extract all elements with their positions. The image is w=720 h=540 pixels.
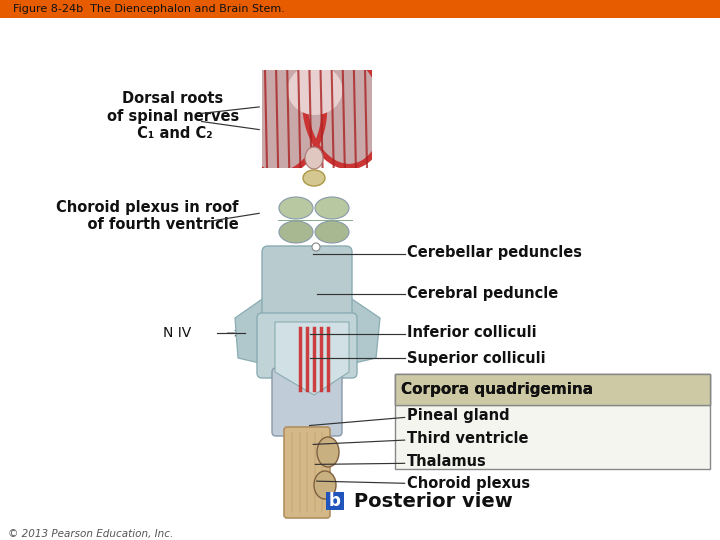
FancyBboxPatch shape bbox=[284, 427, 330, 518]
Text: Pineal gland: Pineal gland bbox=[407, 408, 510, 423]
FancyBboxPatch shape bbox=[262, 246, 352, 326]
Text: Posterior view: Posterior view bbox=[354, 492, 513, 511]
Text: Superior colliculi: Superior colliculi bbox=[407, 350, 546, 366]
Ellipse shape bbox=[315, 197, 349, 219]
Ellipse shape bbox=[279, 221, 313, 243]
Bar bbox=[220, 60, 262, 180]
Text: Corpora quadrigemina: Corpora quadrigemina bbox=[400, 382, 593, 397]
Bar bbox=[325, 492, 343, 510]
FancyBboxPatch shape bbox=[272, 368, 342, 436]
Text: b: b bbox=[328, 492, 341, 510]
Text: Thalamus: Thalamus bbox=[407, 454, 487, 469]
Bar bbox=[395, 374, 710, 405]
Text: Figure 8-24b  The Diencephalon and Brain Stem.: Figure 8-24b The Diencephalon and Brain … bbox=[13, 4, 285, 14]
Bar bbox=[220, 168, 412, 188]
Text: Cerebellar peduncles: Cerebellar peduncles bbox=[407, 245, 582, 260]
Text: Choroid plexus: Choroid plexus bbox=[407, 476, 530, 491]
Ellipse shape bbox=[279, 197, 313, 219]
Text: Corpora quadrigemina: Corpora quadrigemina bbox=[400, 382, 593, 397]
Bar bbox=[0, 0, 720, 18]
Ellipse shape bbox=[287, 65, 343, 115]
Bar bbox=[220, 40, 412, 70]
Polygon shape bbox=[346, 295, 380, 365]
Ellipse shape bbox=[242, 58, 323, 172]
Ellipse shape bbox=[317, 437, 339, 467]
Text: Inferior colliculi: Inferior colliculi bbox=[407, 325, 536, 340]
Circle shape bbox=[312, 243, 320, 251]
Ellipse shape bbox=[315, 221, 349, 243]
Bar bbox=[372, 60, 412, 180]
Text: © 2013 Pearson Education, Inc.: © 2013 Pearson Education, Inc. bbox=[8, 529, 174, 539]
Ellipse shape bbox=[307, 55, 383, 165]
Polygon shape bbox=[275, 322, 349, 395]
Bar bbox=[395, 374, 710, 405]
Ellipse shape bbox=[314, 471, 336, 499]
Ellipse shape bbox=[305, 147, 323, 169]
FancyBboxPatch shape bbox=[257, 313, 357, 378]
Text: Choroid plexus in roof
    of fourth ventricle: Choroid plexus in roof of fourth ventric… bbox=[56, 200, 238, 232]
Ellipse shape bbox=[303, 170, 325, 186]
Text: Cerebral peduncle: Cerebral peduncle bbox=[407, 286, 558, 301]
Polygon shape bbox=[235, 295, 268, 365]
Text: N IV: N IV bbox=[163, 326, 191, 340]
Text: Dorsal roots
of spinal nerves
 C₁ and C₂: Dorsal roots of spinal nerves C₁ and C₂ bbox=[107, 91, 239, 141]
Bar bbox=[395, 374, 710, 469]
Text: Third ventricle: Third ventricle bbox=[407, 431, 528, 446]
